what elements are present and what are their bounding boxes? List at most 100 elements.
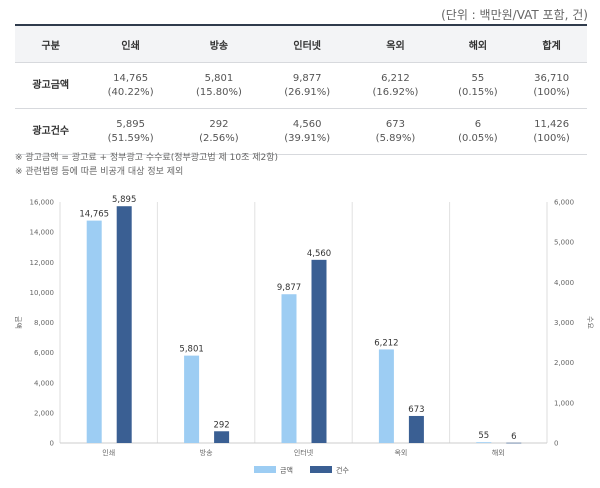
bar-data-label: 5,895 — [112, 195, 136, 205]
table-row-count: 광고건수 5,895 (51.59%) 292 (2.56%) 4,560 (39.9… — [15, 108, 587, 155]
bar-data-label: 9,877 — [277, 283, 301, 293]
legend-label: 건수 — [336, 466, 349, 475]
table-row-amount: 광고금액 14,765 (40.22%) 5,801 (15.80%) 9,877 (… — [15, 62, 587, 109]
table-cell: 9,877 (26.91%) — [263, 62, 352, 109]
cell-percent: (51.59%) — [107, 132, 154, 144]
bar-data-label: 4,560 — [307, 249, 331, 259]
table-cell: 5,895 (51.59%) — [86, 108, 175, 155]
y-left-tick-label: 12,000 — [30, 259, 55, 267]
cell-value: 14,765 — [113, 72, 149, 84]
table-cell: 36,710 (100%) — [516, 62, 587, 109]
footnote: ※ 관련법령 등에 따른 비공개 대상 정보 제외 — [15, 167, 184, 177]
cell-percent: (15.80%) — [195, 86, 242, 98]
cell-value: 4,560 — [292, 118, 322, 130]
y-left-tick-label: 16,000 — [30, 199, 55, 207]
cell-value: 673 — [385, 118, 406, 130]
footnote: ※ 광고금액 = 광고료 + 정부광고 수수료(정부광고법 제 10조 제2항) — [15, 153, 279, 163]
cell-value: 6,212 — [381, 72, 410, 84]
y-right-tick-label: 3,000 — [554, 319, 574, 327]
table-cell: 6,212 (16.92%) — [351, 62, 440, 109]
bar-amount — [476, 442, 492, 443]
bar-count — [116, 206, 132, 443]
table-header-cell: 인쇄 — [86, 24, 175, 63]
x-tick-label: 해외 — [492, 448, 505, 457]
unit-note: (단위 : 백만원/VAT 포함, 건) — [441, 8, 588, 22]
cell-value: 5,801 — [204, 72, 234, 84]
footnotes: ※ 광고금액 = 광고료 + 정부광고 수수료(정부광고법 제 10조 제2항)… — [15, 151, 278, 179]
table-cell: 6 (0.05%) — [439, 108, 517, 155]
cell-value: 9,877 — [292, 72, 322, 84]
table-header-cell: 해외 — [439, 24, 517, 63]
y-left-tick-label: 2,000 — [34, 409, 54, 417]
bar-amount — [184, 355, 200, 443]
bar-count — [214, 431, 230, 443]
y-right-tick-label: 0 — [554, 440, 558, 448]
x-tick-label: 인쇄 — [102, 448, 115, 457]
bar-chart: 0 2,000 4,000 6,000 8,000 10,000 12,000 14,000 1… — [0, 190, 600, 484]
y-left-tick-label: 6,000 — [34, 349, 54, 357]
y-right-tick-label: 1,000 — [554, 399, 574, 407]
cell-percent: (100%) — [533, 86, 570, 98]
cell-percent: (0.05%) — [458, 132, 498, 144]
row-label: 광고금액 — [15, 62, 87, 109]
legend-swatch-amount — [254, 466, 276, 473]
bar-data-label: 55 — [478, 431, 489, 441]
legend-swatch-count — [310, 466, 332, 473]
table-cell: 14,765 (40.22%) — [86, 62, 175, 109]
table-cell: 4,560 (39.91%) — [263, 108, 352, 155]
cell-percent: (40.22%) — [107, 86, 154, 98]
table-cell: 673 (5.89%) — [351, 108, 440, 155]
table-header-cell: 구분 — [15, 24, 87, 63]
y-left-tick-label: 0 — [50, 440, 54, 448]
y-left-axis-title: 금액 — [14, 316, 22, 329]
y-left-tick-label: 10,000 — [30, 289, 55, 297]
summary-table: 구분 인쇄 방송 인터넷 옥외 해외 합계 광고금액 14,765 (40.22%… — [15, 24, 587, 155]
row-label: 광고건수 — [15, 108, 87, 155]
chart-svg: 0 2,000 4,000 6,000 8,000 10,000 12,000 14,000 1… — [14, 195, 594, 475]
bar-data-label: 14,765 — [79, 210, 109, 220]
cell-value: 55 — [471, 72, 485, 84]
y-right-tick-label: 4,000 — [554, 279, 574, 287]
table-cell: 292 (2.56%) — [174, 108, 264, 155]
table-header-cell: 방송 — [174, 24, 264, 63]
y-right-axis-title: 수요 — [586, 316, 594, 329]
y-left-tick-label: 8,000 — [34, 319, 54, 327]
bar-count — [408, 415, 424, 443]
y-right-tick-label: 2,000 — [554, 359, 574, 367]
y-right-tick-label: 5,000 — [554, 239, 574, 247]
bar-data-label: 292 — [213, 420, 229, 430]
table-cell: 55 (0.15%) — [439, 62, 517, 109]
table-cell: 11,426 (100%) — [516, 108, 587, 155]
bar-data-label: 6,212 — [374, 338, 398, 348]
x-tick-label: 옥외 — [394, 448, 407, 457]
cell-percent: (39.91%) — [284, 132, 331, 144]
cell-percent: (5.89%) — [375, 132, 416, 144]
cell-percent: (16.92%) — [372, 86, 419, 98]
bar-data-label: 673 — [408, 405, 424, 415]
bar-count — [311, 259, 327, 443]
x-tick-label: 방송 — [200, 448, 213, 457]
cell-percent: (2.56%) — [199, 132, 239, 144]
cell-value: 5,895 — [116, 118, 145, 130]
table-header-row: 구분 인쇄 방송 인터넷 옥외 해외 합계 — [15, 24, 587, 63]
bar-amount — [281, 294, 297, 443]
y-left-tick-label: 4,000 — [34, 379, 54, 387]
table-header-cell: 합계 — [516, 24, 587, 63]
y-left-tick-label: 14,000 — [30, 229, 55, 237]
cell-percent: (0.15%) — [458, 86, 498, 98]
bar-data-label: 6 — [511, 432, 516, 442]
cell-value: 36,710 — [534, 72, 570, 84]
bar-count — [506, 442, 522, 444]
table-header-cell: 옥외 — [351, 24, 440, 63]
cell-percent: (26.91%) — [284, 86, 331, 98]
cell-value: 11,426 — [534, 118, 570, 130]
cell-value: 6 — [474, 118, 482, 130]
table-header-cell: 인터넷 — [263, 24, 352, 63]
legend-label: 금액 — [280, 467, 293, 475]
table-cell: 5,801 (15.80%) — [174, 62, 264, 109]
cell-value: 292 — [209, 118, 229, 130]
bar-amount — [86, 220, 102, 443]
x-tick-label: 인터넷 — [294, 448, 314, 457]
bar-amount — [378, 349, 394, 443]
cell-percent: (100%) — [533, 132, 570, 144]
